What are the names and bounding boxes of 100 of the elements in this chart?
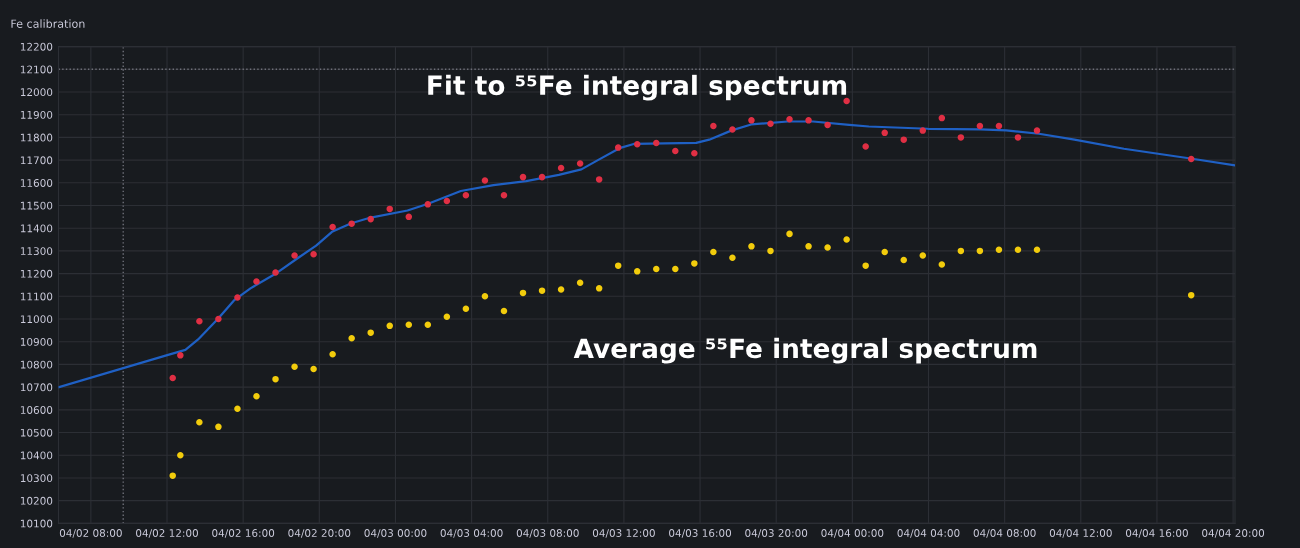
y-tick-label: 10200 <box>20 496 53 505</box>
point <box>938 114 946 122</box>
annotation: Average ⁵⁵Fe integral spectrum <box>573 337 1037 364</box>
point <box>481 293 489 300</box>
point <box>500 307 508 315</box>
point <box>386 205 393 213</box>
point <box>786 115 793 123</box>
x-tick-label: 04/04 08:00 <box>973 529 1036 538</box>
y-tick-label: 10500 <box>20 428 53 437</box>
point <box>900 136 908 143</box>
point <box>881 129 888 137</box>
point <box>976 122 984 130</box>
y-tick-label: 11000 <box>20 315 53 324</box>
point <box>253 278 260 285</box>
point <box>957 134 965 141</box>
point <box>614 144 622 151</box>
point <box>710 248 717 256</box>
point <box>215 315 222 323</box>
point <box>272 375 279 383</box>
point <box>938 261 946 268</box>
point <box>443 313 451 320</box>
point <box>424 201 432 208</box>
point <box>672 265 679 273</box>
x-tick-label: 04/02 20:00 <box>288 529 351 538</box>
point <box>957 247 965 255</box>
point <box>576 279 584 286</box>
x-tick-label: 04/03 00:00 <box>364 529 427 538</box>
point <box>196 419 203 426</box>
point <box>348 335 355 342</box>
point <box>1014 134 1022 141</box>
point <box>519 173 527 181</box>
point <box>367 215 374 223</box>
point <box>405 213 413 221</box>
y-tick-label: 12200 <box>20 42 53 51</box>
point <box>329 350 336 358</box>
x-tick-label: 04/04 04:00 <box>897 529 960 538</box>
point <box>976 247 984 255</box>
point <box>862 143 869 150</box>
point <box>767 247 774 255</box>
point <box>805 243 812 250</box>
point <box>824 244 831 251</box>
point <box>424 321 432 328</box>
point <box>500 192 508 199</box>
point <box>614 262 622 269</box>
point <box>462 192 470 199</box>
point <box>748 243 755 250</box>
y-tick-label: 11300 <box>20 247 53 256</box>
point <box>386 322 393 330</box>
point <box>177 451 184 459</box>
y-tick-label: 10600 <box>20 406 53 414</box>
point <box>519 289 527 297</box>
point <box>710 122 717 130</box>
point <box>557 164 565 172</box>
point <box>443 197 451 205</box>
y-tick-label: 11600 <box>20 179 53 187</box>
point <box>557 286 565 293</box>
point <box>1033 127 1041 134</box>
y-tick-label: 10800 <box>20 360 53 369</box>
point <box>653 265 660 273</box>
point <box>253 392 260 400</box>
x-tick-label: 04/04 12:00 <box>1049 529 1112 538</box>
point <box>881 248 888 256</box>
point <box>576 160 584 167</box>
y-tick-label: 12100 <box>20 65 53 74</box>
point <box>862 262 869 269</box>
point <box>786 230 793 238</box>
point <box>633 140 641 148</box>
x-tick-label: 04/03 04:00 <box>440 529 503 538</box>
y-tick-label: 10400 <box>20 451 53 460</box>
point <box>177 352 184 359</box>
point <box>805 117 812 124</box>
point <box>1033 246 1041 254</box>
point <box>919 127 927 134</box>
point <box>291 252 298 259</box>
point <box>995 122 1003 130</box>
point <box>672 147 679 155</box>
point <box>595 176 603 183</box>
point <box>767 120 774 128</box>
x-tick-label: 04/03 12:00 <box>592 529 655 538</box>
y-tick-label: 11100 <box>20 292 53 301</box>
point <box>481 177 489 184</box>
point <box>900 256 908 264</box>
y-tick-label: 12000 <box>20 88 53 97</box>
point <box>633 268 641 275</box>
y-tick-label: 10900 <box>20 337 53 346</box>
point <box>1014 246 1022 254</box>
point <box>234 405 241 412</box>
point <box>329 223 336 231</box>
x-tick-label: 04/03 08:00 <box>516 529 579 538</box>
point <box>919 252 927 259</box>
point <box>843 236 850 243</box>
point <box>272 269 279 276</box>
y-tick-label: 11400 <box>20 224 53 233</box>
x-tick-label: 04/03 20:00 <box>745 529 808 538</box>
point <box>691 150 698 157</box>
point <box>310 365 317 373</box>
x-tick-label: 04/02 12:00 <box>136 529 198 538</box>
point <box>538 287 546 294</box>
point <box>748 117 755 124</box>
y-tick-label: 11500 <box>20 201 53 210</box>
